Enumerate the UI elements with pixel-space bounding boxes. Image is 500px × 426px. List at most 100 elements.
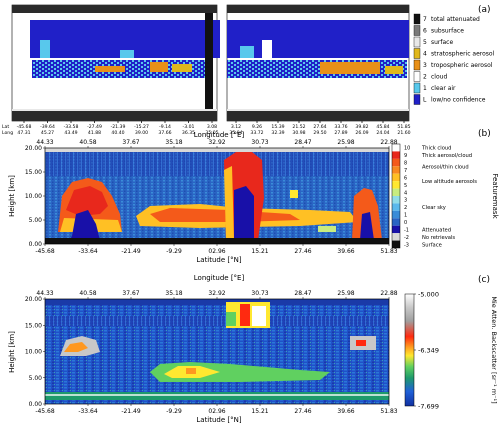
panel-a-left-surface-hi (12, 109, 217, 111)
legend-swatch (413, 94, 421, 105)
legend-code: 1 (423, 85, 427, 92)
panel-a-left-lon-tick-label: 37.66 (158, 130, 171, 136)
panel-a-right-lon-tick-label: 35.04 (229, 130, 242, 136)
colorbar-tick-label: 7 (404, 168, 407, 174)
panel-c-noisy-strat (45, 316, 389, 326)
panel-a-left-cloud-1 (40, 40, 50, 58)
top-tick-label: 28.47 (294, 139, 311, 146)
y-tick-label: 10.00 (25, 193, 42, 200)
panel-b: Longitude [°E] 44.33 40.58 37.67 35.18 32.92… (8, 129, 499, 264)
panel-c-x-axis-title: Latitude [°N] (196, 416, 242, 424)
panel-a-right-lat-tick-label: 15.39 (271, 124, 284, 130)
panel-a-right-lon-tick-label: 26.09 (355, 130, 368, 136)
colorbar-category-label: Attenuated (422, 227, 451, 233)
panel-a-left-lon-ticks: 47.31 45.27 43.49 41.88 40.40 39.00 37.66 36.35… (17, 121, 219, 136)
x-tick-label: -9.29 (166, 408, 182, 415)
panel-a-left-surface (12, 111, 217, 121)
colorbar-segment (392, 151, 400, 159)
colorbar-segment (392, 225, 400, 234)
panel-b-attenuated-center (234, 186, 254, 240)
legend-code: 5 (423, 39, 427, 46)
legend-label: surface (431, 39, 453, 46)
colorbar-tick-label: -2 (404, 235, 409, 241)
top-tick-label: 28.47 (294, 290, 311, 297)
colorbar-segment (392, 240, 400, 248)
top-tick-label: 25.98 (337, 139, 354, 146)
x-tick-label: 51.83 (380, 248, 397, 255)
legend-label: tropospheric aerosol (431, 62, 493, 69)
colorbar-tick-label: 3 (404, 198, 407, 204)
top-tick-label: 44.33 (36, 290, 53, 297)
y-tick-label: 5.00 (29, 217, 43, 224)
legend-code: 6 (423, 28, 427, 35)
panel-c-colorbar-ticks: -5.000 -6.349 -7.699 (414, 291, 439, 411)
panel-a-left-lat-tick-label: -9.14 (159, 124, 171, 130)
y-tick-label: 0.00 (29, 401, 43, 408)
top-tick-label: 40.58 (79, 139, 96, 146)
panel-c-tall-cloud-green (226, 312, 236, 326)
panel-b-cloud-center-edge (224, 166, 234, 240)
x-tick-label: 27.46 (294, 248, 311, 255)
panel-a-right-aerosol-2 (385, 66, 403, 74)
y-tick-label: 5.00 (29, 375, 43, 382)
panel-c-tall-cloud-white (252, 306, 266, 326)
x-tick-label: -33.64 (78, 408, 98, 415)
panel-a-right-cloud-area (227, 20, 409, 58)
panel-c-cloud-left-core (64, 342, 88, 352)
colorbar-category-label: Surface (422, 242, 442, 248)
colorbar-category-label: Aerosol/thin cloud (422, 164, 469, 170)
panel-a-right-lon-ticks: 35.04 33.72 32.39 30.98 29.50 27.89 26.09 24.04… (229, 121, 411, 136)
panel-a-left-aerosol-1 (95, 66, 125, 72)
y-tick-label: 15.00 (25, 322, 42, 329)
colorbar-tick-label: 4 (404, 190, 407, 196)
panel-a-left-lat-tick-label: -27.49 (87, 124, 102, 130)
panel-a-lat-row-label: Lat (2, 124, 9, 130)
panel-a-left-lon-tick-label: 35.05 (205, 130, 218, 136)
colorbar-tick-label: 0 (404, 220, 407, 226)
legend-swatch (413, 82, 421, 94)
panel-a-right-lat-tick-label: 33.76 (334, 124, 347, 130)
panel-a-left-aerosol-2 (150, 62, 168, 72)
panel-a-right-surface-hi (227, 109, 409, 111)
panel-c-tall-cloud-red (240, 304, 250, 326)
panel-b-y-axis-title: Height [km] (8, 175, 16, 217)
panel-b-attenuated-left (70, 210, 100, 240)
panel-b-top-axis-title: Longitude [°E] (194, 131, 245, 139)
panel-a-legend: 7 total attenuated 6 subsurface 5 surface 4 str… (413, 13, 495, 105)
panel-a-right-lon-tick-label: 30.98 (292, 130, 305, 136)
colorbar-segment (392, 233, 400, 241)
panel-a: Lat Long -45.68 -39.64 -33.58 -27.49 -21.39-… (2, 4, 495, 136)
panel-a-left-lat-tick-label: -21.39 (111, 124, 126, 130)
panel-a-right-surface (227, 111, 409, 121)
top-tick-label: 32.92 (208, 139, 225, 146)
panel-b-x-ticks: -45.68 -33.64 -21.49 -9.29 02.96 15.21 27.46 39… (35, 244, 398, 255)
panel-c-top-ticks: 44.33 40.58 37.67 35.18 32.92 30.73 28.47 25.98… (36, 290, 398, 299)
colorbar-segment (392, 196, 400, 204)
panel-c-surface-white (45, 394, 389, 396)
panel-a-right-lat-tick-label: 21.52 (292, 124, 305, 130)
panel-a-left-lon-tick-label: 41.88 (88, 130, 101, 136)
panel-a-right-lon-tick-label: 29.50 (313, 130, 326, 136)
panel-a-lon-row-label: Long (2, 130, 13, 136)
top-tick-label: 35.18 (165, 290, 182, 297)
legend-label: stratospheric aerosol (431, 51, 495, 58)
panel-b-no-retrieval-top (45, 148, 389, 152)
x-tick-label: 39.66 (337, 248, 354, 255)
legend-code: 3 (423, 62, 427, 69)
panel-a-right-cloud-2 (262, 40, 272, 58)
y-tick-label: 20.00 (25, 145, 42, 152)
top-tick-label: 32.92 (208, 290, 225, 297)
colorbar-tick-label: 10 (404, 146, 410, 152)
panel-a-left-profile (205, 13, 213, 109)
x-tick-label: -33.64 (78, 248, 98, 255)
legend-swatch (413, 48, 421, 59)
colorbar-segment (392, 210, 400, 219)
y-tick-label: 15.00 (25, 169, 42, 176)
colorbar-category-label: No retrievals (422, 235, 455, 241)
y-tick-label: 0.00 (29, 241, 43, 248)
colorbar-tick-label: 8 (404, 161, 407, 167)
panel-b-label: (b) (478, 129, 491, 139)
panel-a-left-lat-tick-label: -45.68 (17, 124, 32, 130)
